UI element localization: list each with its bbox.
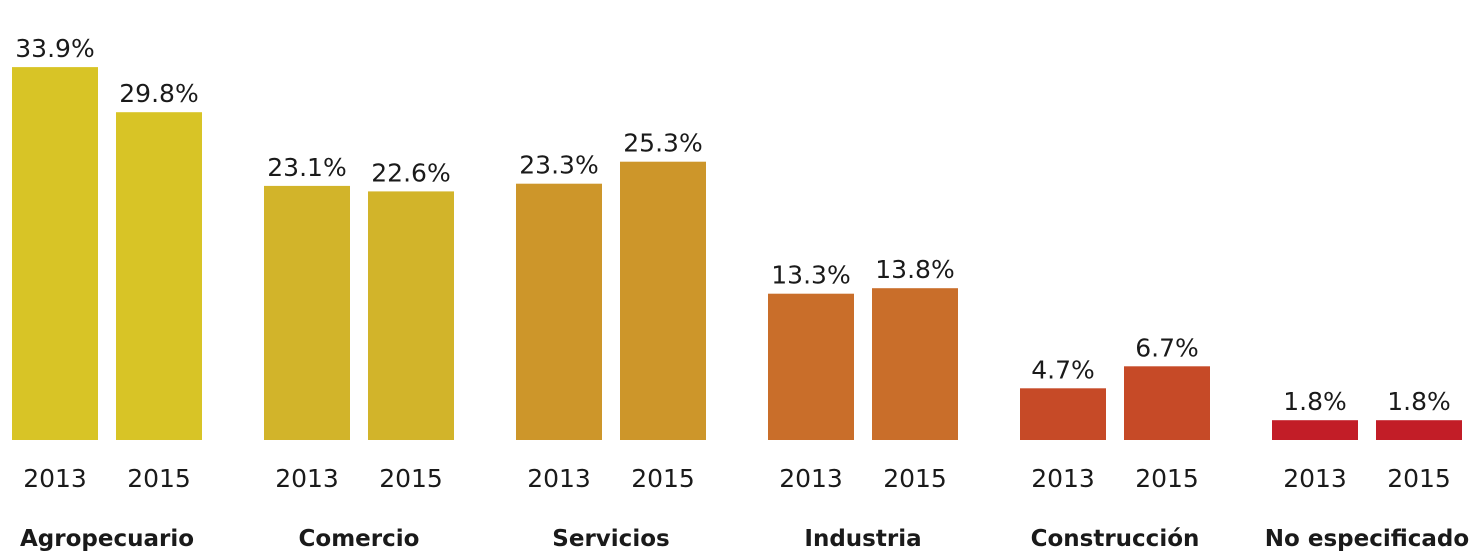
bar-comercio-2015: [368, 191, 454, 440]
bar-construccion-2015: [1124, 366, 1210, 440]
year-tick-label-no-especificado-2015: 2015: [1387, 464, 1451, 493]
bars-group: [12, 67, 1462, 440]
value-labels-group: 33.9% 29.8% 23.1% 22.6% 23.3% 25.3% 13.3% 13.8%…: [15, 34, 1450, 416]
bar-industria-2013: [768, 293, 854, 440]
category-label-agropecuario: Agropecuario: [20, 526, 194, 552]
category-label-comercio: Comercio: [299, 526, 420, 552]
value-label-no-especificado-2013: 1.8%: [1283, 387, 1347, 416]
year-tick-label-no-especificado-2013: 2013: [1283, 464, 1347, 493]
bar-servicios-2013: [516, 183, 602, 440]
year-tick-label-agropecuario-2013: 2013: [23, 464, 87, 493]
value-label-servicios-2015: 25.3%: [623, 129, 702, 158]
value-label-comercio-2015: 22.6%: [371, 158, 450, 187]
year-tick-label-construccion-2013: 2013: [1031, 464, 1095, 493]
value-label-comercio-2013: 23.1%: [267, 153, 346, 182]
value-label-construccion-2013: 4.7%: [1031, 355, 1095, 384]
bar-no-especificado-2015: [1376, 420, 1462, 440]
bar-servicios-2015: [620, 161, 706, 440]
category-label-industria: Industria: [804, 526, 921, 552]
value-label-agropecuario-2015: 29.8%: [119, 79, 198, 108]
category-label-servicios: Servicios: [552, 526, 669, 552]
value-label-construccion-2015: 6.7%: [1135, 333, 1199, 362]
year-tick-label-servicios-2015: 2015: [631, 464, 695, 493]
category-labels-group: Agropecuario Comercio Servicios Industria Co…: [20, 526, 1469, 552]
category-label-construccion: Construcción: [1031, 526, 1200, 552]
year-tick-label-servicios-2013: 2013: [527, 464, 591, 493]
value-label-industria-2015: 13.8%: [875, 255, 954, 284]
year-tick-label-construccion-2015: 2015: [1135, 464, 1199, 493]
bar-comercio-2013: [264, 185, 350, 440]
year-tick-label-comercio-2015: 2015: [379, 464, 443, 493]
category-label-no-especificado: No especificado: [1265, 526, 1469, 552]
year-tick-label-agropecuario-2015: 2015: [127, 464, 191, 493]
bar-no-especificado-2013: [1272, 420, 1358, 440]
year-labels-group: 2013 2015 2013 2015 2013 2015 2013 2015 2013 2015…: [23, 464, 1451, 493]
value-label-industria-2013: 13.3%: [771, 261, 850, 290]
bar-agropecuario-2015: [116, 112, 202, 440]
value-label-servicios-2013: 23.3%: [519, 151, 598, 180]
value-label-agropecuario-2013: 33.9%: [15, 34, 94, 63]
year-tick-label-comercio-2013: 2013: [275, 464, 339, 493]
bar-industria-2015: [872, 288, 958, 440]
bar-agropecuario-2013: [12, 67, 98, 440]
value-label-no-especificado-2015: 1.8%: [1387, 387, 1451, 416]
bar-construccion-2013: [1020, 388, 1106, 440]
year-tick-label-industria-2015: 2015: [883, 464, 947, 493]
year-tick-label-industria-2013: 2013: [779, 464, 843, 493]
